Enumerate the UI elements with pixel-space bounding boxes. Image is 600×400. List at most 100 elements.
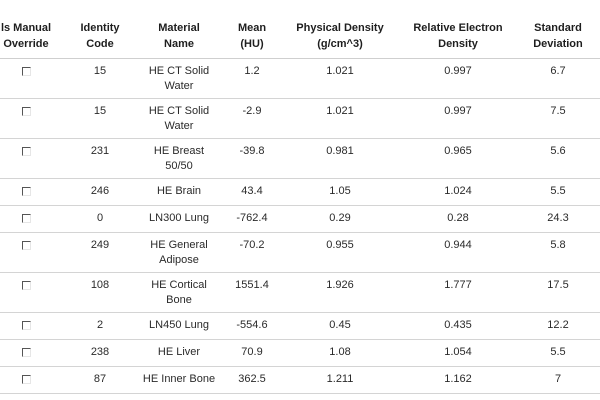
- manual-override-cell: [0, 138, 65, 179]
- header-line: Standard: [534, 22, 582, 34]
- standard-deviation-cell: 5.5: [517, 178, 599, 206]
- material-name-cell: HE CT Solid Water: [135, 98, 223, 139]
- mean-hu-cell: -554.6: [223, 312, 281, 340]
- manual-override-cell: [0, 272, 65, 313]
- mean-hu-cell: 1.2: [223, 58, 281, 99]
- physical-density-cell: 0.981: [281, 138, 399, 179]
- identity-code-cell: 0: [65, 205, 135, 233]
- header-line: Deviation: [533, 38, 583, 50]
- manual-override-cell: [0, 178, 65, 206]
- table-row: 246 HE Brain 43.4 1.05 1.024 5.5: [0, 178, 600, 206]
- physical-density-cell: 0.45: [281, 312, 399, 340]
- density-table-container: ls Manual Override Identity Code Materia…: [0, 14, 600, 394]
- material-name: HE Breast 50/50: [153, 145, 205, 172]
- header-line: Density: [438, 38, 478, 50]
- identity-code-cell: 108: [65, 272, 135, 313]
- manual-override-cell: [0, 205, 65, 233]
- table-row: 0 LN300 Lung -762.4 0.29 0.28 24.3 -: [0, 205, 600, 233]
- material-name-cell: LN300 Lung: [135, 205, 223, 233]
- material-name-cell: HE Brain: [135, 178, 223, 206]
- header-physical-density: Physical Density (g/cm^3): [281, 14, 399, 59]
- physical-density-cell: 1.08: [281, 339, 399, 367]
- header-relative-electron-density: Relative Electron Density: [399, 14, 517, 59]
- manual-override-cell: [0, 312, 65, 340]
- mean-hu-cell: -2.9: [223, 98, 281, 139]
- identity-code-cell: 246: [65, 178, 135, 206]
- identity-code-cell: 15: [65, 58, 135, 99]
- mean-hu-cell: -762.4: [223, 205, 281, 233]
- material-name-cell: HE CT Solid Water: [135, 58, 223, 99]
- manual-override-checkbox[interactable]: [21, 187, 31, 196]
- identity-code-cell: 231: [65, 138, 135, 179]
- header-line: ls Manual: [0, 22, 52, 34]
- manual-override-checkbox[interactable]: [21, 281, 31, 290]
- manual-override-checkbox[interactable]: [21, 67, 31, 76]
- relative-electron-density-cell: 0.997: [399, 98, 517, 139]
- mean-hu-cell: 362.5: [223, 366, 281, 394]
- density-table: ls Manual Override Identity Code Materia…: [0, 14, 600, 394]
- relative-electron-density-cell: 1.054: [399, 339, 517, 367]
- header-standard-deviation: Standard Deviation: [517, 14, 599, 59]
- standard-deviation-cell: 7.5: [517, 98, 599, 139]
- mean-hu-cell: 43.4: [223, 178, 281, 206]
- standard-deviation-cell: 5.5: [517, 339, 599, 367]
- standard-deviation-cell: 12.2: [517, 312, 599, 340]
- material-name-cell: HE Inner Bone: [135, 366, 223, 394]
- material-name: HE CT Solid Water: [148, 65, 210, 92]
- header-line: Mean: [237, 22, 267, 34]
- manual-override-checkbox[interactable]: [21, 348, 31, 357]
- relative-electron-density-cell: 0.28: [399, 205, 517, 233]
- relative-electron-density-cell: 1.777: [399, 272, 517, 313]
- manual-override-checkbox[interactable]: [21, 214, 31, 223]
- physical-density-cell: 1.926: [281, 272, 399, 313]
- physical-density-cell: 1.021: [281, 58, 399, 99]
- manual-override-checkbox[interactable]: [21, 375, 31, 384]
- table-row: 87 HE Inner Bone 362.5 1.211 1.162 7: [0, 366, 600, 394]
- header-identity-code: Identity Code: [65, 14, 135, 59]
- mean-hu-cell: 1551.4: [223, 272, 281, 313]
- header-line: Physical Density: [296, 22, 384, 34]
- material-name: HE Liver: [157, 346, 201, 358]
- header-line: (g/cm^3): [317, 38, 363, 50]
- standard-deviation-cell: 24.3: [517, 205, 599, 233]
- manual-override-checkbox[interactable]: [21, 107, 31, 116]
- table-row: 2 LN450 Lung -554.6 0.45 0.435 12.2 -: [0, 312, 600, 340]
- identity-code-cell: 87: [65, 366, 135, 394]
- manual-override-checkbox[interactable]: [21, 241, 31, 250]
- relative-electron-density-cell: 0.997: [399, 58, 517, 99]
- material-name: LN450 Lung: [149, 319, 209, 331]
- manual-override-cell: [0, 232, 65, 273]
- manual-override-checkbox[interactable]: [21, 321, 31, 330]
- standard-deviation-cell: 6.7: [517, 58, 599, 99]
- identity-code-cell: 249: [65, 232, 135, 273]
- physical-density-cell: 0.29: [281, 205, 399, 233]
- physical-density-cell: 1.021: [281, 98, 399, 139]
- header-line: Name: [164, 38, 194, 50]
- manual-override-cell: [0, 58, 65, 99]
- material-name: HE Brain: [156, 185, 202, 197]
- header-material-name: Material Name: [135, 14, 223, 59]
- manual-override-checkbox[interactable]: [21, 147, 31, 156]
- manual-override-cell: [0, 366, 65, 394]
- standard-deviation-cell: 7: [517, 366, 599, 394]
- material-name-cell: HE Liver: [135, 339, 223, 367]
- identity-code-cell: 238: [65, 339, 135, 367]
- material-name-cell: LN450 Lung: [135, 312, 223, 340]
- header-mean-hu: Mean (HU): [223, 14, 281, 59]
- header-row: ls Manual Override Identity Code Materia…: [0, 14, 600, 59]
- table-row: 249 HE General Adipose -70.2 0.955 0.944…: [0, 232, 600, 273]
- mean-hu-cell: 70.9: [223, 339, 281, 367]
- material-name: LN300 Lung: [149, 212, 209, 224]
- manual-override-cell: [0, 98, 65, 139]
- relative-electron-density-cell: 0.435: [399, 312, 517, 340]
- material-name: HE Cortical Bone: [151, 279, 207, 306]
- material-name-cell: HE Breast 50/50: [135, 138, 223, 179]
- header-manual-override: ls Manual Override: [0, 14, 65, 59]
- material-name-cell: HE General Adipose: [135, 232, 223, 273]
- table-row: 15 HE CT Solid Water 1.2 1.021 0.997 6.7: [0, 58, 600, 99]
- header-line: Identity: [80, 22, 120, 34]
- identity-code-cell: 2: [65, 312, 135, 340]
- material-name-cell: HE Cortical Bone: [135, 272, 223, 313]
- relative-electron-density-cell: 0.965: [399, 138, 517, 179]
- manual-override-cell: [0, 339, 65, 367]
